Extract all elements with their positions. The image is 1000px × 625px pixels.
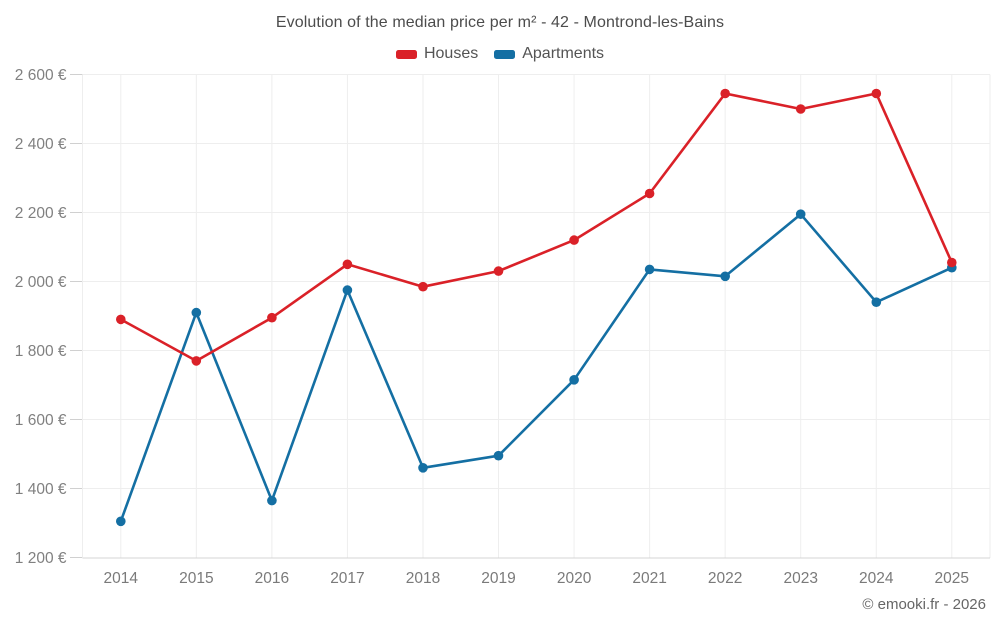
data-point-apartments-2016[interactable]	[267, 495, 277, 506]
chart-legend: Houses Apartments	[0, 45, 1000, 63]
y-tick-label: 1 800 €	[15, 343, 67, 360]
data-point-houses-2017[interactable]	[342, 259, 353, 270]
y-tick-label: 2 000 €	[15, 274, 67, 291]
x-tick-label: 2017	[330, 570, 364, 587]
houses-line	[119, 92, 954, 363]
data-point-apartments-2018[interactable]	[418, 463, 428, 473]
x-tick-label: 2023	[783, 570, 817, 587]
data-point-apartments-2024[interactable]	[871, 297, 882, 308]
legend-item-apartments[interactable]: Apartments	[494, 45, 604, 63]
data-point-houses-2019[interactable]	[493, 266, 504, 276]
y-tick-label: 2 400 €	[15, 136, 67, 153]
data-point-houses-2016[interactable]	[267, 312, 277, 323]
y-tick-label: 2 600 €	[15, 67, 67, 84]
data-point-apartments-2019[interactable]	[493, 450, 504, 461]
data-point-houses-2024[interactable]	[871, 88, 882, 99]
footer-credit: © emooki.fr - 2026	[862, 596, 986, 613]
data-point-apartments-2023[interactable]	[795, 209, 806, 219]
legend-item-houses[interactable]: Houses	[395, 45, 479, 63]
x-tick-label: 2019	[481, 570, 515, 587]
y-tick-label: 1 400 €	[15, 481, 67, 498]
data-point-houses-2022[interactable]	[720, 88, 730, 99]
data-point-houses-2015[interactable]	[191, 356, 202, 366]
y-tick-label: 1 600 €	[15, 412, 67, 429]
legend-label-houses: Houses	[423, 45, 479, 62]
houses-series-swatch-icon	[395, 49, 417, 59]
data-point-houses-2018[interactable]	[418, 281, 428, 292]
x-tick-label: 2025	[935, 570, 969, 587]
x-tick-label: 2020	[557, 570, 592, 587]
data-point-apartments-2015[interactable]	[191, 307, 202, 318]
apartments-line	[119, 212, 954, 523]
y-tick-label: 1 200 €	[15, 550, 67, 567]
y-tick-label: 2 200 €	[15, 205, 67, 222]
apartments-series-swatch-icon	[494, 49, 516, 59]
chart-title: Evolution of the median price per m² - 4…	[275, 14, 725, 31]
x-tick-label: 2018	[406, 570, 440, 587]
data-point-houses-2025[interactable]	[947, 257, 957, 268]
data-point-apartments-2021[interactable]	[644, 264, 655, 275]
data-point-houses-2021[interactable]	[644, 188, 655, 199]
data-point-houses-2014[interactable]	[116, 314, 126, 325]
data-point-apartments-2014[interactable]	[116, 516, 126, 527]
data-point-houses-2023[interactable]	[795, 104, 806, 114]
data-point-apartments-2020[interactable]	[569, 375, 579, 385]
x-tick-label: 2024	[859, 570, 894, 587]
x-tick-label: 2015	[179, 570, 213, 587]
x-tick-label: 2014	[104, 570, 139, 587]
x-tick-label: 2022	[708, 570, 742, 587]
data-point-apartments-2017[interactable]	[342, 285, 353, 295]
legend-label-apartments: Apartments	[522, 45, 605, 62]
data-point-houses-2020[interactable]	[569, 235, 579, 245]
data-point-apartments-2022[interactable]	[720, 271, 730, 282]
x-tick-label: 2016	[255, 570, 289, 587]
x-tick-label: 2021	[632, 570, 666, 587]
